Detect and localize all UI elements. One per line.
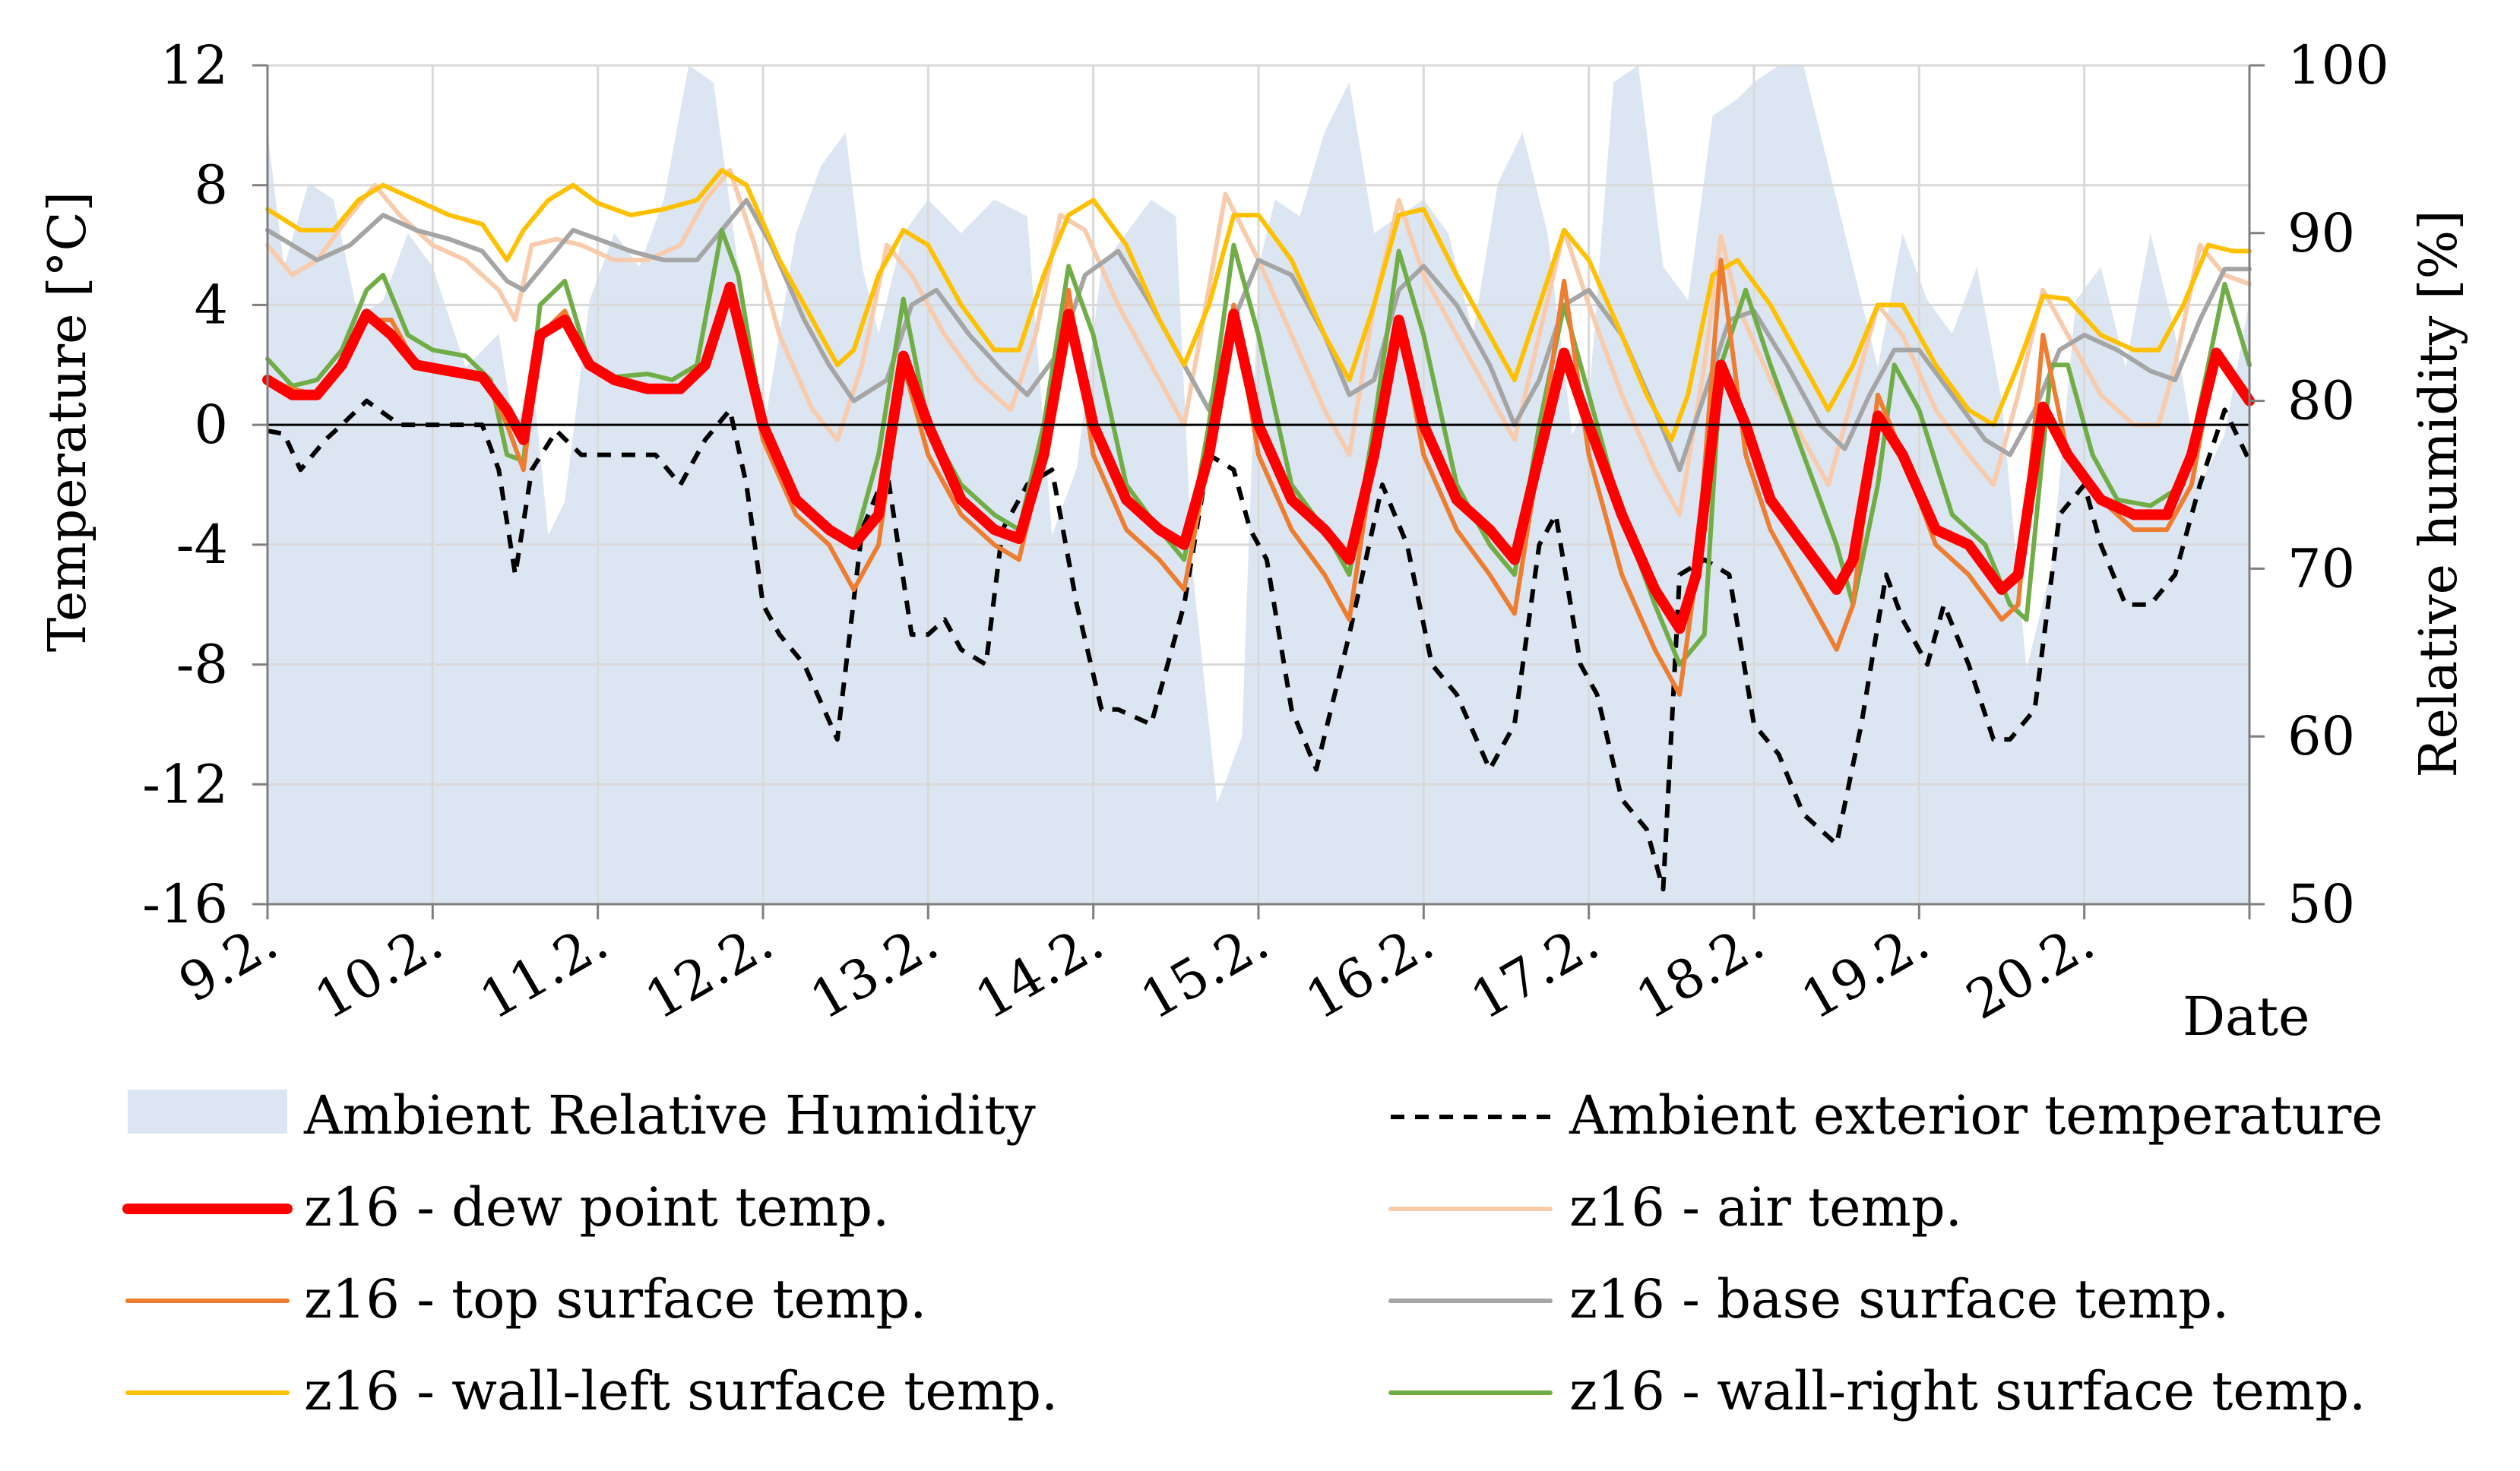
- y-right-tick-label: 100: [2287, 34, 2389, 96]
- legend-swatch: [128, 1090, 287, 1134]
- legend-item: z16 - air temp.: [1388, 1176, 1962, 1238]
- legend-item: Ambient exterior temperature: [1391, 1084, 2383, 1147]
- y-left-tick-label: -8: [176, 634, 228, 696]
- x-axis-title: Date: [2183, 985, 2309, 1048]
- x-tick-label: 10.2.: [305, 910, 453, 1032]
- x-tick-label: 15.2.: [1130, 910, 1278, 1032]
- series-layer: [262, 168, 2255, 892]
- y-right-tick-label: 80: [2287, 370, 2355, 432]
- axes-layer: [252, 64, 2265, 919]
- legend-item: z16 - wall-left surface temp.: [125, 1360, 1058, 1422]
- series-z16-air-temp: [265, 168, 2252, 517]
- legend-label: z16 - top surface temp.: [304, 1268, 926, 1330]
- y-left-tick-label: 12: [160, 34, 228, 96]
- series-z16-dew-point-temp: [262, 281, 2255, 634]
- y-left-tick-label: -16: [142, 873, 228, 935]
- y-left-tick-label: -12: [142, 753, 228, 815]
- y-left-tick-label: 0: [194, 394, 228, 456]
- y-axis-left-title: Temperature [°C]: [38, 191, 98, 652]
- x-tick-label: 12.2.: [635, 910, 783, 1032]
- x-tick-label: 19.2.: [1791, 910, 1939, 1032]
- legend-label: z16 - wall-left surface temp.: [304, 1360, 1058, 1422]
- x-tick-label: 17.2.: [1461, 910, 1609, 1032]
- series-z16-wall-left-surface-temp: [265, 168, 2252, 442]
- series-z16-base-surface-temp: [265, 198, 2252, 473]
- legend-label: z16 - base surface temp.: [1569, 1268, 2229, 1330]
- legend: Ambient Relative Humidity Ambient exterio…: [122, 1084, 2383, 1422]
- y-axis-right-title: Relative humidity [%]: [2409, 210, 2469, 777]
- x-tick-label: 20.2.: [1956, 910, 2104, 1032]
- y-right-tick-label: 70: [2287, 537, 2355, 599]
- x-tick-label: 16.2.: [1296, 910, 1444, 1032]
- x-tick-label: 14.2.: [965, 910, 1113, 1032]
- y-left-tick-label: 4: [194, 274, 228, 336]
- legend-item: Ambient Relative Humidity: [128, 1084, 1036, 1147]
- y-left-tick-label: -4: [176, 514, 228, 576]
- legend-label: Ambient Relative Humidity: [303, 1084, 1036, 1147]
- y-right-tick-label: 50: [2287, 873, 2355, 935]
- y-right-tick-label: 60: [2287, 705, 2355, 767]
- y-right-tick-label: 90: [2287, 202, 2355, 264]
- series-ambient-exterior-temperature: [267, 398, 2252, 892]
- legend-item: z16 - top surface temp.: [125, 1268, 926, 1330]
- x-tick-label: 18.2.: [1626, 910, 1774, 1032]
- legend-item: z16 - dew point temp.: [122, 1176, 889, 1238]
- legend-label: z16 - wall-right surface temp.: [1569, 1360, 2366, 1422]
- x-tick-label: 11.2.: [470, 910, 618, 1032]
- legend-label: z16 - dew point temp.: [304, 1176, 889, 1238]
- legend-label: Ambient exterior temperature: [1569, 1084, 2383, 1147]
- legend-label: z16 - air temp.: [1569, 1176, 1962, 1238]
- legend-item: z16 - base surface temp.: [1388, 1268, 2229, 1330]
- y-left-tick-label: 8: [194, 154, 228, 217]
- x-tick-label: 13.2.: [800, 910, 948, 1032]
- series-z16-wall-right-surface-temp: [265, 227, 2252, 667]
- legend-item: z16 - wall-right surface temp.: [1388, 1360, 2366, 1422]
